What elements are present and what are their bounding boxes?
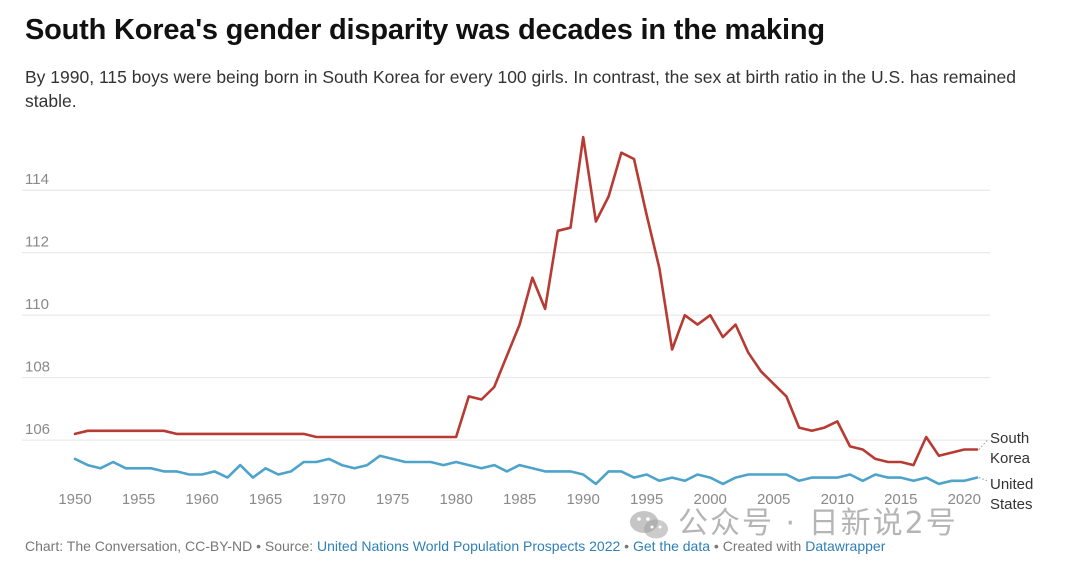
get-data-link[interactable]: Get the data bbox=[632, 538, 711, 554]
series-labels: South Korea United States bbox=[978, 430, 1033, 513]
line-chart: 106 108 110 112 114 1950 1955 1960 1965 1970 1975… bbox=[22, 135, 1033, 513]
x-tick-label: 2015 bbox=[884, 491, 917, 508]
footer-separator: • bbox=[620, 538, 633, 554]
y-tick-label: 110 bbox=[25, 296, 49, 313]
x-tick-label: 1960 bbox=[185, 491, 218, 508]
x-tick-label: 1965 bbox=[249, 491, 282, 508]
series-lines bbox=[73, 135, 979, 486]
source-link[interactable]: United Nations World Population Prospect… bbox=[317, 538, 621, 554]
footer-credit: Chart: The Conversation, CC-BY-ND • Sour… bbox=[25, 538, 318, 554]
chart-subtitle: By 1990, 115 boys were being born in Sou… bbox=[25, 67, 1016, 111]
series-label: United bbox=[990, 476, 1033, 493]
series-line-south-korea bbox=[73, 135, 979, 467]
series-label-leader bbox=[978, 439, 989, 450]
x-tick-label: 1980 bbox=[439, 491, 472, 508]
x-tick-label: 1995 bbox=[630, 491, 663, 508]
y-tick-label: 112 bbox=[25, 234, 49, 251]
gridlines bbox=[22, 189, 990, 441]
x-tick-label: 1990 bbox=[566, 491, 599, 508]
datawrapper-link[interactable]: Datawrapper bbox=[805, 538, 886, 554]
series-label-leader bbox=[978, 477, 989, 482]
x-tick-label: 1950 bbox=[58, 491, 91, 508]
x-tick-label: 1955 bbox=[122, 491, 155, 508]
x-tick-label: 2010 bbox=[821, 491, 854, 508]
y-tick-label: 106 bbox=[25, 421, 50, 438]
series-label: South bbox=[990, 430, 1029, 447]
watermark-text: 公众号 · 日新说2号 bbox=[678, 506, 958, 541]
y-tick-label: 108 bbox=[25, 359, 50, 376]
chart-footer: Chart: The Conversation, CC-BY-ND • Sour… bbox=[25, 538, 885, 554]
x-tick-label: 1970 bbox=[312, 491, 345, 508]
y-tick-label: 114 bbox=[25, 171, 49, 188]
x-tick-label: 2020 bbox=[948, 491, 981, 508]
x-axis-labels: 1950 1955 1960 1965 1970 1975 1980 1985 1990 1995… bbox=[58, 491, 981, 508]
x-tick-label: 2000 bbox=[694, 491, 727, 508]
wechat-icon bbox=[630, 510, 668, 538]
y-axis-labels: 106 108 110 112 114 bbox=[25, 171, 50, 438]
footer-created-with: • Created with bbox=[710, 538, 806, 554]
watermark: 公众号 · 日新说2号 bbox=[628, 498, 958, 542]
x-tick-label: 1985 bbox=[503, 491, 536, 508]
series-label: States bbox=[990, 496, 1033, 513]
x-tick-label: 1975 bbox=[376, 491, 409, 508]
series-line-united-states bbox=[73, 454, 979, 486]
x-tick-label: 2005 bbox=[757, 491, 790, 508]
series-label: Korea bbox=[990, 450, 1031, 467]
chart-title: South Korea's gender disparity was decad… bbox=[25, 14, 825, 46]
